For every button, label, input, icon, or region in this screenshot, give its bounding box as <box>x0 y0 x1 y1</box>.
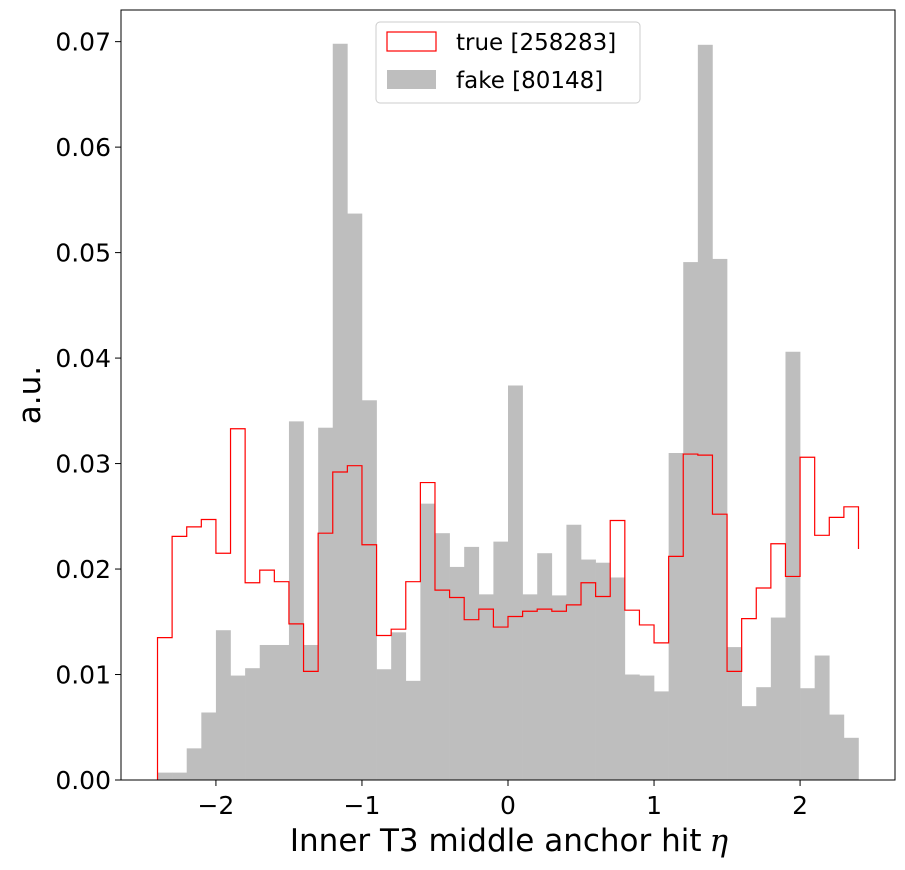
fake-bar-5 <box>230 675 246 780</box>
x-tick-label-3: 1 <box>646 791 662 820</box>
fake-bar-33 <box>639 675 655 780</box>
x-tick-label-1: −1 <box>344 791 381 820</box>
fake-bar-19 <box>434 533 450 780</box>
fake-bar-6 <box>245 668 261 780</box>
fake-bar-20 <box>449 566 465 780</box>
legend-label-fake: fake [80148] <box>456 68 603 94</box>
fake-bar-35 <box>668 453 684 780</box>
fake-bar-23 <box>493 541 509 780</box>
y-tick-label-4: 0.04 <box>55 344 111 373</box>
fake-bar-21 <box>464 546 480 780</box>
fake-bar-25 <box>522 594 538 780</box>
fake-bar-4 <box>215 630 231 780</box>
fake-series-bars <box>157 43 859 781</box>
x-axis-title-symbol: η <box>710 823 729 859</box>
y-tick-label-6: 0.06 <box>55 133 111 162</box>
fake-bar-32 <box>624 674 640 780</box>
fake-bar-47 <box>843 737 859 780</box>
true-series-step-line <box>156 428 860 780</box>
fake-bar-26 <box>537 553 553 780</box>
legend: true [258283] fake [80148] <box>375 21 641 104</box>
y-tick-label-1: 0.01 <box>55 661 111 690</box>
fake-bar-1 <box>172 772 188 780</box>
fake-bar-0 <box>157 772 173 780</box>
y-tick-label-7: 0.07 <box>55 28 111 57</box>
fake-bar-24 <box>508 385 523 780</box>
fake-bar-10 <box>303 644 319 780</box>
fake-bar-16 <box>391 632 407 780</box>
legend-swatch-fake <box>387 70 436 89</box>
fake-bar-41 <box>756 687 772 780</box>
fake-bar-8 <box>274 644 290 780</box>
fake-bar-37 <box>697 44 713 780</box>
legend-swatch-true <box>386 31 437 52</box>
fake-bar-45 <box>814 655 830 780</box>
fake-bar-36 <box>683 262 699 780</box>
x-tick-label-4: 2 <box>792 791 808 820</box>
fake-bar-28 <box>566 524 582 780</box>
y-tick-label-0: 0.00 <box>55 766 111 795</box>
fake-bar-17 <box>405 680 421 780</box>
fake-bar-18 <box>420 503 436 780</box>
x-axis-ticks: −2 −1 0 1 2 <box>197 780 808 820</box>
y-tick-label-2: 0.02 <box>55 555 111 584</box>
fake-bar-11 <box>318 427 334 780</box>
x-tick-label-0: −2 <box>197 791 234 820</box>
fake-bar-2 <box>186 748 202 780</box>
fake-bar-39 <box>727 647 742 780</box>
legend-box <box>375 21 641 104</box>
y-tick-label-3: 0.03 <box>55 450 111 479</box>
fake-bar-38 <box>712 258 728 780</box>
fake-bar-14 <box>361 400 377 780</box>
fake-bar-31 <box>610 577 626 780</box>
y-axis-title: a.u. <box>12 366 48 424</box>
fake-bar-13 <box>347 213 363 781</box>
fake-bar-34 <box>654 691 669 780</box>
fake-bar-30 <box>595 562 611 780</box>
fake-bar-43 <box>785 351 801 780</box>
x-axis-title: Inner T3 middle anchor hit η <box>290 823 729 859</box>
fake-bar-22 <box>478 594 494 780</box>
legend-label-true: true [258283] <box>456 30 616 56</box>
fake-bar-3 <box>201 712 217 780</box>
fake-bar-46 <box>829 714 845 780</box>
fake-bar-44 <box>800 688 815 780</box>
y-axis-ticks: 0.00 0.01 0.02 0.03 0.04 0.05 0.06 0.07 <box>55 28 121 795</box>
y-tick-label-5: 0.05 <box>55 239 111 268</box>
fake-bar-12 <box>332 43 348 781</box>
fake-bar-40 <box>741 706 757 780</box>
fake-bar-42 <box>770 617 786 780</box>
fake-bar-27 <box>551 595 567 780</box>
fake-bar-15 <box>376 669 392 780</box>
x-tick-label-2: 0 <box>500 791 516 820</box>
x-axis-title-text: Inner T3 middle anchor hit <box>290 823 702 859</box>
fake-bar-9 <box>288 421 304 780</box>
fake-bar-29 <box>581 559 596 780</box>
fake-bar-7 <box>259 644 275 780</box>
